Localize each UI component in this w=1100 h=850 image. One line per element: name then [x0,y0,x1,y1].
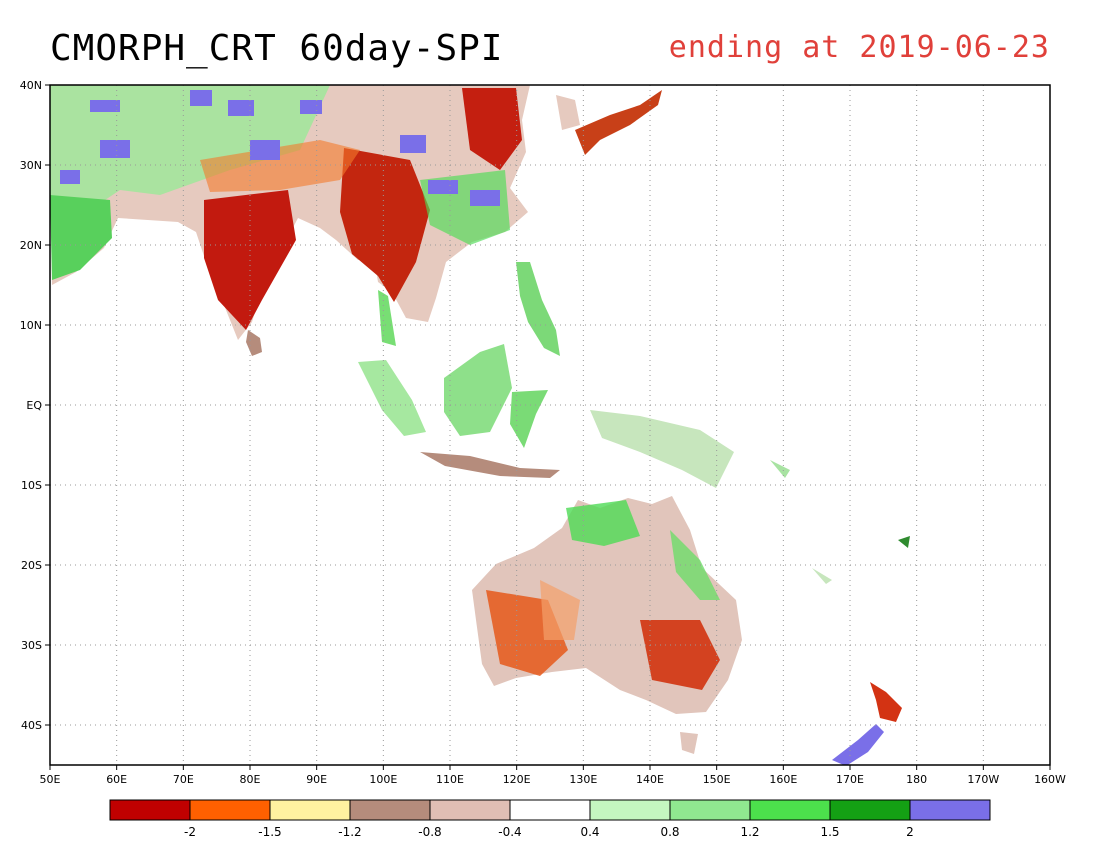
asia-red-china [340,148,430,302]
lat-tick-label: 10N [20,319,42,332]
java [420,452,560,478]
lat-tick-label: 40N [20,79,42,92]
lon-tick-label: 70E [173,773,194,786]
australia-red-east [640,620,720,690]
colorbar-swatch [749,799,831,821]
colorbar-swatch [509,799,591,821]
asia-red-china-east [462,88,522,170]
tasmania [680,732,698,754]
colorbar-swatch [429,799,511,821]
asia-green-north [50,85,330,215]
map-frame [49,84,1051,766]
borneo [444,344,512,436]
colorbar-label: 0.4 [580,825,599,839]
sumatra [358,360,426,436]
colorbar-label: -2 [184,825,196,839]
colorbar-label: 0.8 [660,825,679,839]
pacific-islands [770,460,790,478]
lon-tick-label: 140E [636,773,664,786]
asia-orange-band [200,140,360,192]
colorbar-swatch [189,799,271,821]
lon-tick-label: 60E [106,773,127,786]
lat-tick-label: 20N [20,239,42,252]
colorbar-swatch [829,799,911,821]
lat-tick-label: 40S [21,719,42,732]
map-title: CMORPH_CRT 60day-SPI [50,28,504,69]
malay-peninsula [378,290,396,346]
colorbar-label: -0.4 [498,825,521,839]
lon-tick-label: 50E [40,773,61,786]
colorbar-swatch [269,799,351,821]
colorbar: -2 -1.5 -1.2 -0.8 -0.4 0.4 0.8 1.2 1.5 2 [109,799,991,839]
colorbar-label: -0.8 [418,825,441,839]
colorbar-swatch [909,799,991,821]
sulawesi [510,390,548,448]
lon-tick-label: 160W [1034,773,1066,786]
lat-tick-label: EQ [26,399,42,412]
lon-tick-label: 90E [306,773,327,786]
lon-tick-label: 180 [906,773,927,786]
colorbar-label: 1.2 [740,825,759,839]
lon-tick-label: 160E [769,773,797,786]
lon-tick-label: 80E [240,773,261,786]
longitude-axis: 50E 60E 70E 80E 90E 100E 110E 120E 130E 140E 150E 1… [40,765,1066,786]
sri-lanka [246,330,262,356]
new-guinea [590,410,734,488]
asia-green-west [50,195,112,280]
lat-tick-label: 20S [21,559,42,572]
map-date: ending at 2019-06-23 [668,30,1050,65]
colorbar-label: -1.2 [338,825,361,839]
philippines [516,262,560,356]
map-grid [50,85,1050,765]
colorbar-swatch [349,799,431,821]
colorbar-label: 2 [906,825,914,839]
colorbar-swatch [669,799,751,821]
new-zealand-south [832,724,884,765]
lat-tick-label: 30S [21,639,42,652]
lon-tick-label: 150E [703,773,731,786]
korea [556,95,580,130]
lon-tick-label: 170W [967,773,999,786]
lon-tick-label: 100E [369,773,397,786]
new-zealand-north [870,682,902,722]
lon-tick-label: 130E [569,773,597,786]
japan [575,90,662,155]
australia-green-north [566,500,640,546]
lon-tick-label: 110E [436,773,464,786]
lat-tick-label: 10S [21,479,42,492]
australia-orange-central [540,580,580,640]
lon-tick-label: 170E [836,773,864,786]
colorbar-swatch [589,799,671,821]
fiji [898,536,910,548]
lat-tick-label: 30N [20,159,42,172]
snow-purple-patches [60,90,500,206]
new-caledonia [812,568,832,584]
latitude-axis: 40N 30N 20N 10N EQ 10S 20S 30S 40S [20,79,50,732]
lon-tick-label: 120E [503,773,531,786]
colorbar-label: -1.5 [258,825,281,839]
colorbar-label: 1.5 [820,825,839,839]
map-content [50,85,910,765]
colorbar-swatch [109,799,191,821]
